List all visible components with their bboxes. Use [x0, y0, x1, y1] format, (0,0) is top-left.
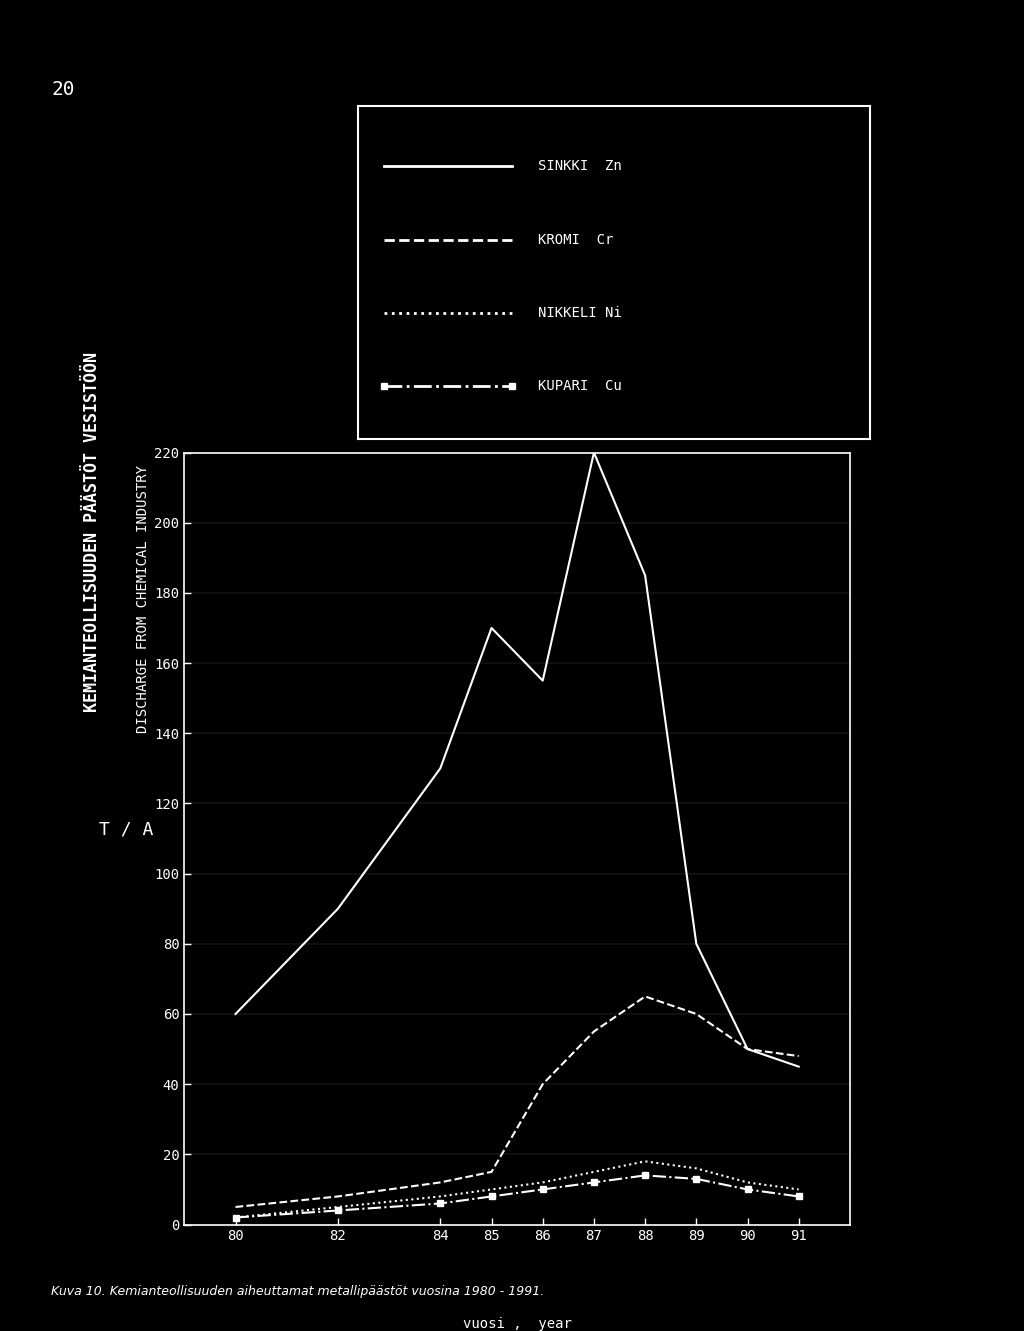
- KROMI  Cr: [332, 1189, 344, 1205]
- NIKKELI Ni: [690, 1161, 702, 1177]
- Text: NIKKELI Ni: NIKKELI Ni: [538, 306, 622, 319]
- KUPARI  Cu: [690, 1171, 702, 1187]
- Y-axis label: T / A: T / A: [99, 820, 154, 839]
- NIKKELI Ni: [793, 1182, 805, 1198]
- NIKKELI Ni: [485, 1182, 498, 1198]
- Text: DISCHARGE FROM CHEMICAL INDUSTRY: DISCHARGE FROM CHEMICAL INDUSTRY: [136, 465, 151, 733]
- KROMI  Cr: [485, 1163, 498, 1179]
- SINKKI  Zn: [485, 620, 498, 636]
- Text: 20: 20: [51, 80, 75, 98]
- KUPARI  Cu: [332, 1202, 344, 1218]
- SINKKI  Zn: [793, 1058, 805, 1074]
- KUPARI  Cu: [639, 1167, 651, 1183]
- KROMI  Cr: [588, 1024, 600, 1040]
- KUPARI  Cu: [485, 1189, 498, 1205]
- SINKKI  Zn: [229, 1006, 242, 1022]
- SINKKI  Zn: [537, 672, 549, 688]
- KROMI  Cr: [434, 1174, 446, 1190]
- Text: KUPARI  Cu: KUPARI Cu: [538, 379, 622, 393]
- KUPARI  Cu: [434, 1195, 446, 1211]
- Line: KUPARI  Cu: KUPARI Cu: [232, 1171, 802, 1221]
- NIKKELI Ni: [332, 1199, 344, 1215]
- NIKKELI Ni: [537, 1174, 549, 1190]
- KROMI  Cr: [741, 1041, 754, 1057]
- SINKKI  Zn: [434, 760, 446, 776]
- SINKKI  Zn: [332, 901, 344, 917]
- NIKKELI Ni: [588, 1163, 600, 1179]
- SINKKI  Zn: [639, 567, 651, 583]
- NIKKELI Ni: [229, 1210, 242, 1226]
- Text: SINKKI  Zn: SINKKI Zn: [538, 160, 622, 173]
- Line: KROMI  Cr: KROMI Cr: [236, 997, 799, 1207]
- Line: NIKKELI Ni: NIKKELI Ni: [236, 1162, 799, 1218]
- KUPARI  Cu: [588, 1174, 600, 1190]
- Text: Kuva 10. Kemianteollisuuden aiheuttamat metallipäästöt vuosina 1980 - 1991.: Kuva 10. Kemianteollisuuden aiheuttamat …: [51, 1284, 545, 1298]
- KROMI  Cr: [537, 1077, 549, 1093]
- KROMI  Cr: [690, 1006, 702, 1022]
- NIKKELI Ni: [639, 1154, 651, 1170]
- KUPARI  Cu: [741, 1182, 754, 1198]
- KROMI  Cr: [229, 1199, 242, 1215]
- Text: vuosi ,  year: vuosi , year: [463, 1318, 571, 1331]
- SINKKI  Zn: [690, 936, 702, 952]
- Text: KROMI  Cr: KROMI Cr: [538, 233, 613, 246]
- KUPARI  Cu: [229, 1210, 242, 1226]
- SINKKI  Zn: [588, 445, 600, 461]
- KROMI  Cr: [639, 989, 651, 1005]
- Text: KEMIANTEOLLISUUDEN PÄÄSTÖT VESISTÖÖN: KEMIANTEOLLISUUDEN PÄÄSTÖT VESISTÖÖN: [83, 353, 101, 712]
- KROMI  Cr: [793, 1047, 805, 1063]
- SINKKI  Zn: [741, 1041, 754, 1057]
- KUPARI  Cu: [793, 1189, 805, 1205]
- Line: SINKKI  Zn: SINKKI Zn: [236, 453, 799, 1066]
- NIKKELI Ni: [434, 1189, 446, 1205]
- KUPARI  Cu: [537, 1182, 549, 1198]
- NIKKELI Ni: [741, 1174, 754, 1190]
